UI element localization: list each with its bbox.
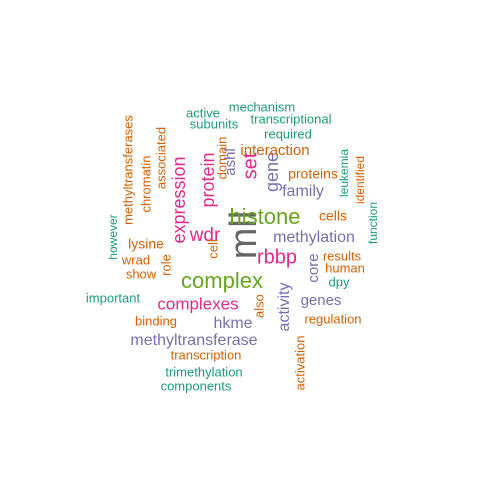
word-activation: activation (292, 336, 307, 391)
word-proteins: proteins (288, 166, 338, 182)
word-domain: domain (214, 137, 229, 180)
word-core: core (305, 253, 322, 282)
word-chromatin: chromatin (138, 155, 153, 212)
word-genes: genes (301, 292, 342, 309)
word-mechanism: mechanism (229, 99, 295, 114)
word-mll: mll (223, 211, 265, 260)
word-important: important (86, 290, 141, 305)
word-transcription: transcription (171, 347, 242, 362)
word-gene: gene (262, 152, 282, 192)
word-layer: mll complex histone rbbp wdr complexes express… (86, 99, 380, 393)
word-methyltransferase: methyltransferase (130, 332, 257, 349)
word-dpy: dpy (329, 274, 350, 289)
word-protein: protein (198, 152, 218, 207)
word-cell: cell (205, 239, 220, 259)
word-role: role (158, 254, 173, 276)
word-rbbp: rbbp (257, 246, 297, 268)
word-subunits: subunits (190, 116, 239, 131)
word-methyltransferases: methyltransferases (120, 115, 135, 225)
word-wrad: wrad (121, 252, 150, 267)
word-cells: cells (319, 208, 347, 224)
word-however: however (106, 214, 120, 259)
word-associated: associated (153, 127, 168, 189)
word-histone: histone (230, 204, 301, 229)
word-complexes: complexes (157, 294, 238, 313)
word-also: also (251, 294, 266, 318)
word-wdr: wdr (189, 225, 221, 246)
word-complex: complex (181, 268, 263, 293)
word-methylation: methylation (273, 229, 355, 246)
word-required: required (264, 126, 312, 141)
word-components: components (161, 378, 232, 393)
word-family: family (282, 183, 324, 200)
word-regulation: regulation (304, 311, 361, 326)
word-leukemia: leukemia (337, 149, 351, 197)
word-expression: expression (169, 156, 189, 243)
word-binding: binding (135, 313, 177, 328)
word-transcriptional: transcriptional (251, 111, 332, 126)
word-active: active (186, 105, 220, 120)
word-show: show (126, 266, 157, 281)
word-lysine: lysine (128, 236, 164, 252)
word-ashl: ashl (222, 148, 239, 176)
word-trimethylation: trimethylation (165, 364, 242, 379)
word-human: human (325, 260, 365, 275)
word-function: function (366, 202, 380, 244)
word-set: set (239, 152, 261, 179)
word-interaction: interaction (240, 142, 309, 159)
word-hkme: hkme (213, 315, 252, 332)
word-identified: identified (353, 156, 367, 204)
word-activity: activity (276, 283, 293, 332)
word-results: results (323, 248, 362, 263)
